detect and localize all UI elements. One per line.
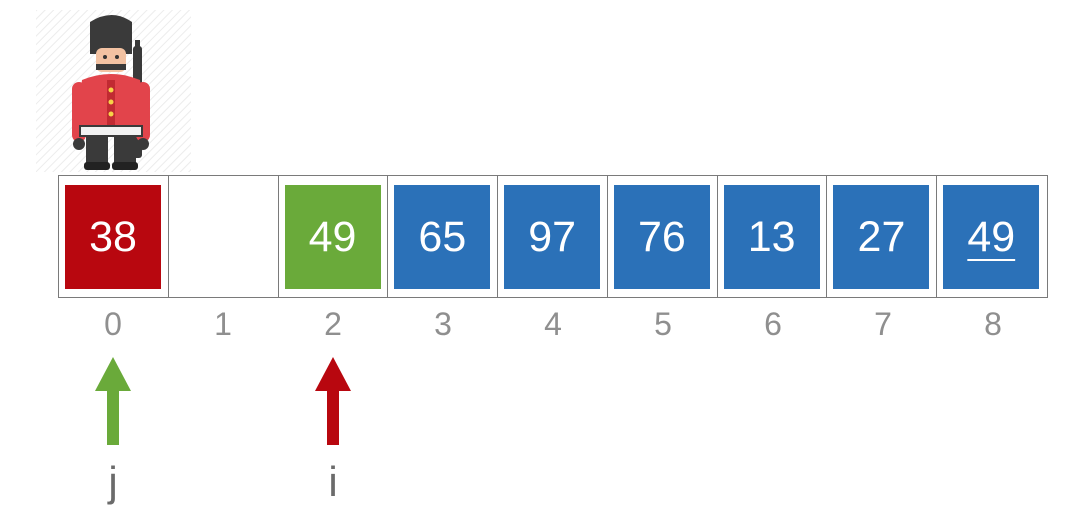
index-label-8: 8	[984, 306, 1002, 342]
cell-value-6: 13	[747, 212, 796, 261]
array-slot-4: 97	[498, 176, 608, 297]
array-slot-8: 49	[937, 176, 1047, 297]
cell-value-8: 49	[967, 212, 1016, 261]
pointer-j-label: j	[108, 458, 118, 505]
cell-value-4: 97	[528, 212, 577, 261]
array-cell-7: 27	[833, 185, 930, 289]
pointer-i-arrow-icon	[315, 357, 351, 445]
array-cell-8: 49	[943, 185, 1040, 289]
royal-guard-icon	[36, 10, 191, 172]
array-slot-0: 38	[59, 176, 169, 297]
index-label-5: 5	[654, 306, 672, 342]
array-slot-5: 76	[608, 176, 718, 297]
array-cell-0: 38	[65, 185, 161, 289]
cell-value-3: 65	[418, 212, 467, 261]
index-label-2: 2	[324, 306, 342, 342]
cell-value-5: 76	[637, 212, 686, 261]
pointer-j-arrow-icon	[95, 357, 131, 445]
array-cell-3: 65	[394, 185, 491, 289]
cell-value-7: 27	[857, 212, 906, 261]
array-cell-6: 13	[723, 185, 820, 289]
array-slot-1	[169, 176, 279, 297]
array-cell-5: 76	[613, 185, 710, 289]
array-slot-2: 49	[279, 176, 389, 297]
cell-value-0: 38	[89, 212, 137, 261]
index-label-7: 7	[874, 306, 892, 342]
array-cell-2: 49	[284, 185, 381, 289]
array-slot-6: 13	[718, 176, 828, 297]
array-slot-7: 27	[827, 176, 938, 297]
array-row: 38 49 65 97 76 13 27 49	[58, 175, 1048, 298]
index-label-4: 4	[544, 306, 562, 342]
index-label-3: 3	[434, 306, 452, 342]
array-cell-4: 97	[504, 185, 601, 289]
index-label-0: 0	[104, 306, 122, 342]
pointer-i-label: i	[328, 458, 338, 505]
index-label-1: 1	[214, 306, 232, 342]
array-slot-3: 65	[388, 176, 499, 297]
index-label-6: 6	[764, 306, 782, 342]
array-cell-1	[175, 185, 271, 289]
cell-value-2: 49	[308, 212, 357, 261]
